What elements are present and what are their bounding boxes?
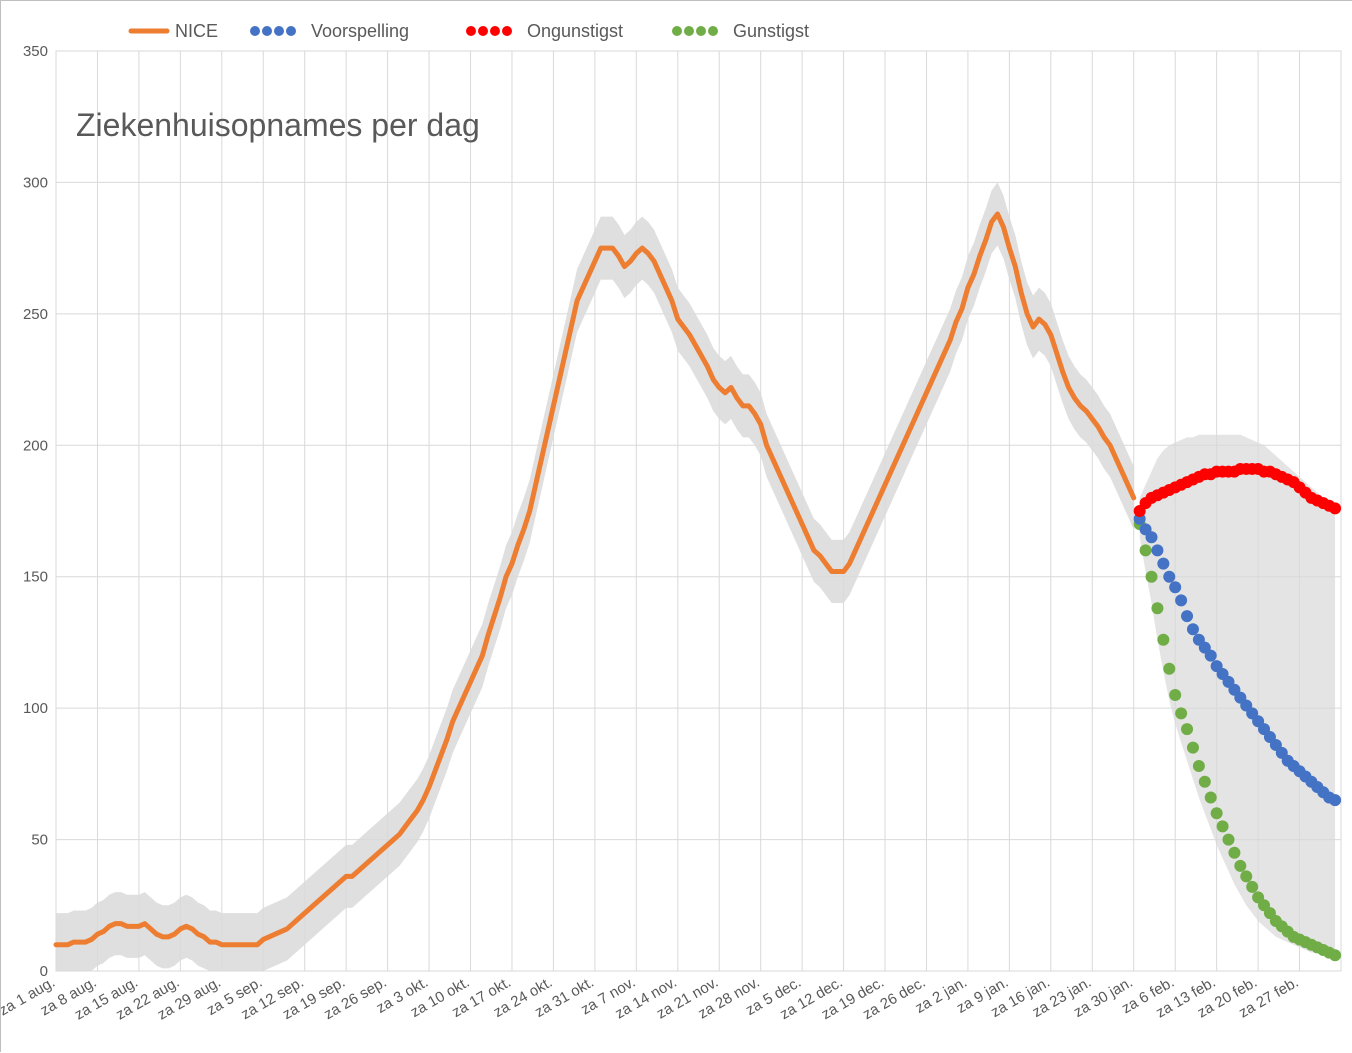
gunstigst-point (1222, 834, 1234, 846)
legend-swatch-ongunstigst (466, 26, 476, 36)
y-tick-label: 250 (23, 306, 48, 323)
gunstigst-point (1151, 602, 1163, 614)
chart-container: 050100150200250300350za 1 aug.za 8 aug.z… (0, 0, 1352, 1052)
legend-swatch-voorspelling (262, 26, 272, 36)
y-tick-label: 300 (23, 174, 48, 191)
legend-swatch-gunstigst (684, 26, 694, 36)
y-tick-label: 150 (23, 569, 48, 586)
legend-label-voorspelling: Voorspelling (311, 21, 409, 41)
chart-svg: 050100150200250300350za 1 aug.za 8 aug.z… (1, 1, 1352, 1053)
gunstigst-point (1146, 571, 1158, 583)
gunstigst-point (1228, 847, 1240, 859)
gunstigst-point (1217, 820, 1229, 832)
gunstigst-point (1169, 689, 1181, 701)
legend-swatch-ongunstigst (490, 26, 500, 36)
gunstigst-point (1175, 707, 1187, 719)
legend-swatch-gunstigst (696, 26, 706, 36)
voorspelling-point (1163, 571, 1175, 583)
voorspelling-point (1151, 544, 1163, 556)
ongunstigst-point (1329, 502, 1341, 514)
y-tick-label: 50 (31, 832, 48, 849)
y-tick-label: 200 (23, 437, 48, 454)
gunstigst-point (1199, 776, 1211, 788)
voorspelling-point (1146, 531, 1158, 543)
voorspelling-point (1329, 794, 1341, 806)
voorspelling-point (1157, 558, 1169, 570)
gunstigst-point (1140, 544, 1152, 556)
gunstigst-point (1211, 807, 1223, 819)
voorspelling-point (1205, 650, 1217, 662)
gunstigst-point (1157, 634, 1169, 646)
chart-title: Ziekenhuisopnames per dag (76, 107, 480, 143)
legend-swatch-voorspelling (286, 26, 296, 36)
gunstigst-point (1329, 949, 1341, 961)
legend-swatch-voorspelling (274, 26, 284, 36)
gunstigst-point (1205, 792, 1217, 804)
legend-swatch-ongunstigst (478, 26, 488, 36)
voorspelling-point (1169, 581, 1181, 593)
legend-swatch-ongunstigst (502, 26, 512, 36)
gunstigst-point (1181, 723, 1193, 735)
legend-label-gunstigst: Gunstigst (733, 21, 809, 41)
voorspelling-point (1175, 594, 1187, 606)
voorspelling-point (1187, 623, 1199, 635)
y-tick-label: 350 (23, 43, 48, 60)
legend-label-ongunstigst: Ongunstigst (527, 21, 623, 41)
legend-swatch-gunstigst (672, 26, 682, 36)
legend-swatch-voorspelling (250, 26, 260, 36)
gunstigst-point (1234, 860, 1246, 872)
legend-swatch-gunstigst (708, 26, 718, 36)
gunstigst-point (1187, 742, 1199, 754)
gunstigst-point (1240, 870, 1252, 882)
gunstigst-point (1193, 760, 1205, 772)
voorspelling-point (1181, 610, 1193, 622)
y-tick-label: 100 (23, 700, 48, 717)
legend-label-nice: NICE (175, 21, 218, 41)
gunstigst-point (1163, 663, 1175, 675)
gunstigst-point (1246, 881, 1258, 893)
